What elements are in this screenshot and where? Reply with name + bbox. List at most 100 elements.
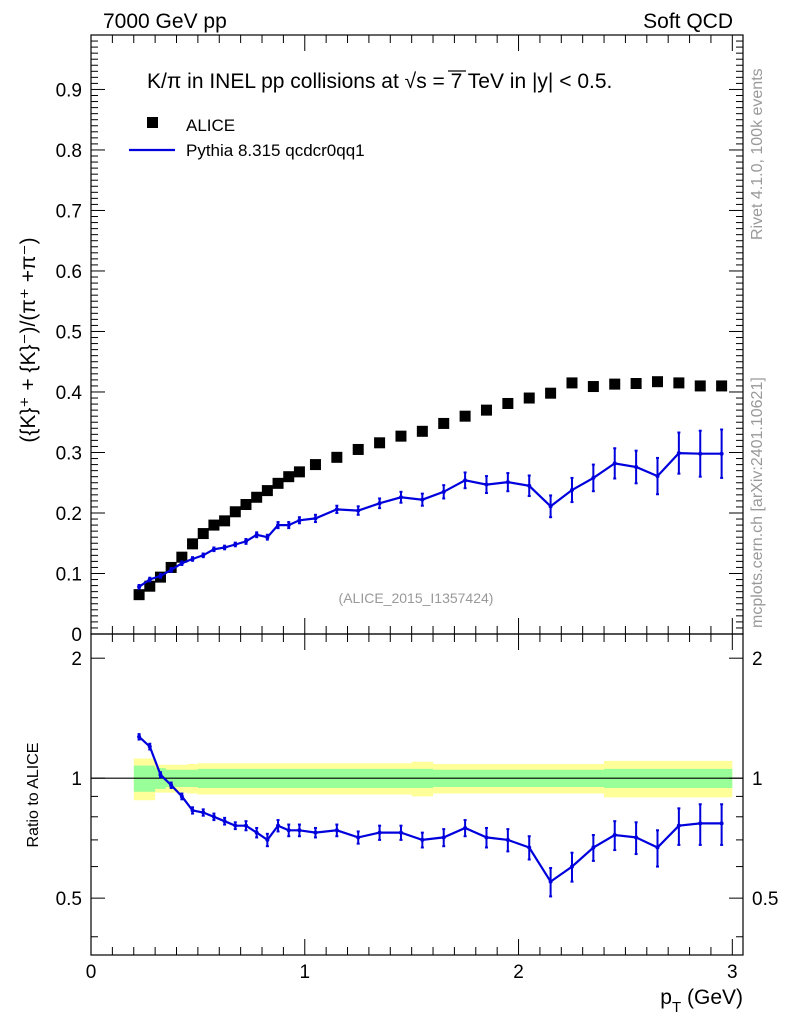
pythia-data-point [297,518,302,523]
alice-data-point [144,580,156,592]
pythia-data-point [548,504,553,509]
pythia-data-point [591,475,596,480]
alice-data-point [438,417,450,429]
alice-data-point [251,491,263,503]
pythia-data-point [222,545,227,550]
pythia-data-point [286,523,291,528]
legend: ALICE Pythia 8.315 qcdcr0qq1 [129,116,365,160]
pythia-data-point [377,501,382,506]
ratio-data-point [243,823,248,828]
alice-data-point [480,404,492,416]
y-tick-label: 0.4 [56,383,83,404]
ratio-data-point [169,783,174,788]
pythia-data-point [441,489,446,494]
header-category-label: Soft QCD [643,10,733,33]
alice-data-point [609,378,621,390]
main-y-axis-label: ({K}⁺ + {K}⁻)/(π⁺ +π⁻) [17,237,40,442]
x-tick-label: 3 [727,962,738,983]
ratio-data-point [569,864,574,869]
pythia-data-point [334,507,339,512]
mcplots-label: mcplots.cern.ch [arXiv:2401.10621] [749,377,766,628]
y-tick-label: 0.8 [56,141,82,162]
alice-data-point [566,377,578,389]
pythia-data-point [201,553,206,558]
alice-data-point [416,425,428,437]
alice-data-point [309,459,321,471]
alice-data-point [374,437,386,449]
ratio-data-point [356,835,361,840]
main-axis-ticks: 0 0.1 0.2 0.3 0.4 0.5 0.6 0.7 0.8 0.9 [56,34,743,646]
alice-data-point [630,378,642,390]
legend-label-pythia: Pythia 8.315 qcdcr0qq1 [186,141,365,160]
ratio-data-point [420,837,425,842]
chart-title: K/π in INEL pp collisions at √s = 7 TeV … [147,70,612,93]
ratio-y-tick-label-right: 2 [752,649,763,670]
alice-data-point [673,377,685,389]
alice-data-point [523,392,535,404]
chart-title-sqrt-s: s [416,70,427,93]
ratio-data-point [698,821,703,826]
ratio-y-tick-label: 0.5 [56,889,82,910]
alice-data-point [283,471,295,483]
alice-data-point [502,397,514,409]
chart-title-main: K/π in INEL pp collisions at [147,70,405,93]
alice-data-point [459,410,471,422]
ratio-marks [137,733,724,898]
y-tick-label: 0.6 [56,262,82,283]
ratio-data-point [676,823,681,828]
ratio-uncertainty-band [133,758,733,801]
alice-data-point [187,538,199,550]
pythia-data-point [158,573,163,578]
ratio-data-point [377,830,382,835]
pythia-data-point [719,451,724,456]
alice-data-point [261,485,273,497]
ratio-data-point [137,734,142,739]
pythia-data-point [190,556,195,561]
alice-data-point [176,551,188,563]
alice-data-point [219,515,231,527]
x-tick-label: 2 [513,962,524,983]
pythia-data-point [356,508,361,513]
ratio-data-point [505,837,510,842]
pythia-data-point [569,487,574,492]
ratio-y-tick-label-right: 1 [752,769,763,790]
ratio-y-tick-label: 1 [71,769,82,790]
ratio-y-tick-label-right: 0.5 [752,889,778,910]
alice-data-point [229,506,241,518]
ratio-data-point [441,835,446,840]
y-tick-label: 0 [71,625,82,646]
pythia-data-point [612,461,617,466]
x-tick-label: 1 [299,962,310,983]
pythia-data-point [233,542,238,547]
ratio-data-point [463,825,468,830]
ratio-plot-frame [90,633,744,956]
pythia-data-point [137,584,142,589]
alice-data-point [587,381,599,393]
pythia-data-point [179,561,184,566]
main-marks [133,376,728,601]
pythia-data-point [169,567,174,572]
alice-data-point [208,519,220,531]
ratio-data-point [222,819,227,824]
alice-data-point [240,499,252,511]
x-axis-label: pT (GeV) [660,986,743,1016]
ratio-data-point [201,810,206,815]
header-collision-label: 7000 GeV pp [103,10,227,33]
pythia-data-point [243,539,248,544]
ratio-data-point [190,808,195,813]
pythia-data-point [484,482,489,487]
alice-data-point [331,451,343,463]
analysis-watermark: (ALICE_2015_I1357424) [339,590,494,606]
ratio-data-point [297,828,302,833]
ratio-data-point [211,814,216,819]
ratio-data-point [286,828,291,833]
ratio-data-point [484,835,489,840]
ratio-data-point [233,823,238,828]
ratio-data-point [719,821,724,826]
ratio-data-point [147,744,152,749]
pythia-data-point [527,483,532,488]
alice-data-point [352,443,364,455]
main-panel: 0 0.1 0.2 0.3 0.4 0.5 0.6 0.7 0.8 0.9 K/π in INEL… [17,34,744,646]
ratio-data-point [179,794,184,799]
